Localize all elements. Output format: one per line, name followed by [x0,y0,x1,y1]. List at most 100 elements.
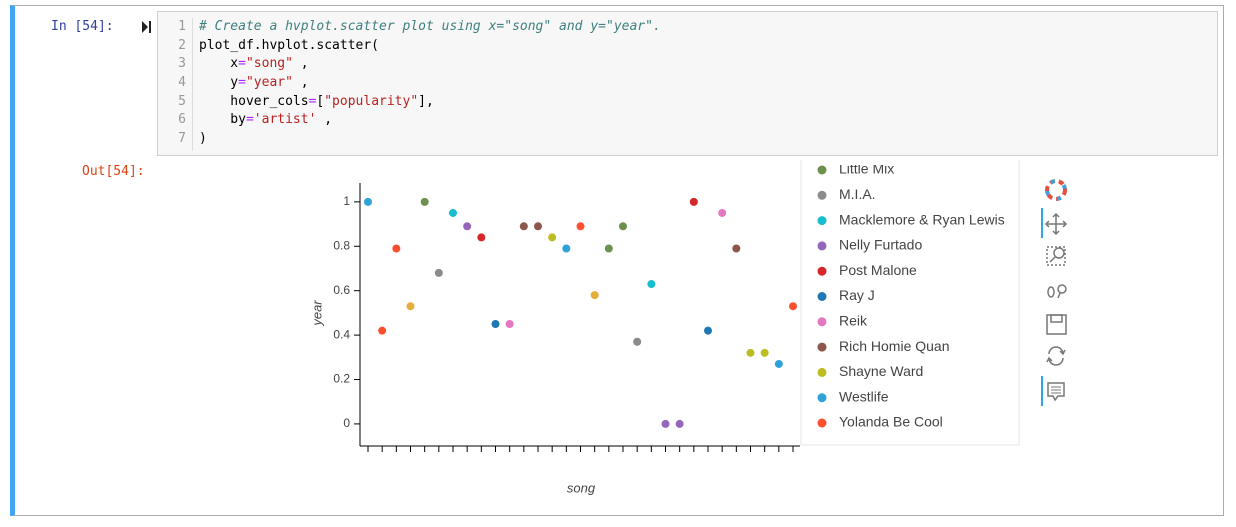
line-number: 3 [178,56,186,72]
legend-label: Rich Homie Quan [839,338,950,354]
point [576,222,585,231]
code-token: hover_cols [199,93,309,109]
point [434,268,443,277]
point [760,348,769,357]
point [789,302,797,311]
code-token: = [245,112,254,128]
code-token: x [199,56,239,72]
box-zoom-tool[interactable] [1046,246,1066,266]
code-token: = [238,56,246,72]
code-token: = [308,93,317,109]
legend-label: Little Mix [839,161,894,177]
save-tool[interactable] [1046,314,1067,335]
point [704,326,712,335]
code-line: ) [199,130,661,149]
y-tick-label: 0 [343,416,350,430]
legend-swatch [817,216,827,226]
line-gutter: 1 2 3 4 5 6 7 [158,18,193,151]
point [420,197,429,206]
legend-label: Shayne Ward [839,363,923,379]
point [548,233,557,242]
code-editor[interactable]: 1 2 3 4 5 6 7 # Create a hvplot.scatter plot u… [157,11,1218,156]
point [689,197,698,206]
point [746,348,755,357]
legend: Little Mix M.I.A. Macklemore & Ryan Lewis N… [817,161,1005,430]
point [406,302,415,311]
y-tick-label: 0.2 [333,372,350,386]
pan-tool[interactable] [1044,212,1068,236]
point [449,208,457,217]
point [477,233,486,242]
legend-label: Yolanda Be Cool [839,414,943,430]
point [491,319,500,328]
legend-swatch [817,418,827,428]
hover-tool[interactable] [1047,382,1065,402]
line-number: 1 [178,19,186,34]
y-tick-label: 0.6 [333,283,350,297]
y-tick-label: 0.8 [333,238,350,252]
y-axis-label: year [309,300,324,327]
legend-label: M.I.A. [839,186,876,202]
point [519,222,528,231]
point [604,244,613,253]
code-line: y="year" , [199,74,661,93]
code-line: hover_cols=["popularity"], [199,93,661,112]
y-tick-label: 0.4 [333,327,350,341]
code-token: = [238,75,246,91]
point [774,359,783,368]
line-number: 6 [178,112,186,128]
reset-tool[interactable] [1046,346,1066,366]
code-token: , [292,56,309,72]
point [647,280,656,289]
run-button[interactable] [140,20,152,34]
line-number: 7 [178,131,186,147]
bokeh-logo[interactable] [1045,179,1067,201]
point [534,222,542,231]
code-line: # Create a hvplot.scatter plot using x="… [199,19,661,34]
code-token: y [199,75,239,91]
code-token: ], [418,93,434,109]
point [633,337,642,346]
line-number: 4 [178,75,186,91]
legend-label: Post Malone [839,262,917,278]
point [392,244,401,253]
point [661,419,670,428]
wheel-zoom-tool[interactable] [1047,284,1067,299]
point [675,419,684,428]
legend-label: Macklemore & Ryan Lewis [839,211,1005,227]
line-number: 5 [178,93,186,109]
line-number: 2 [178,37,186,53]
legend-label: Ray J [839,287,875,303]
point [463,222,472,231]
legend-swatch [817,367,827,377]
code-token: plot_df.hvplot.scatter( [199,37,380,53]
legend-swatch [817,292,827,301]
point [364,197,372,206]
code-token: [ [316,93,325,109]
code-token: 'artist' [253,112,317,128]
legend-swatch [817,190,827,200]
code-token: , [292,75,309,91]
legend-label: Reik [839,313,868,329]
code-token: ) [199,131,207,147]
legend-box [800,160,1020,446]
cell-frame [10,5,1224,516]
point [619,222,627,231]
point [732,244,741,253]
y-tick-label: 1 [343,194,350,208]
legend-swatch [817,317,827,327]
legend-swatch [817,342,827,352]
code-token: by [199,112,246,128]
legend-label: Westlife [839,388,889,404]
code-lines: # Create a hvplot.scatter plot using x="… [199,18,661,149]
toolbar [1041,179,1068,406]
legend-label: Nelly Furtado [839,237,922,253]
code-token: "popularity" [324,93,419,109]
out-prompt: Out[54]: [82,164,145,179]
point [562,244,571,253]
point [378,326,387,335]
code-token: "song" [245,56,293,72]
code-line: plot_df.hvplot.scatter( [199,37,661,56]
